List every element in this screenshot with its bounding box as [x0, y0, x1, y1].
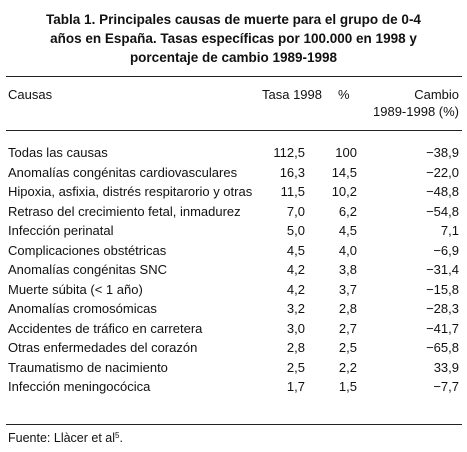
cell-cambio: −31,4: [426, 262, 459, 277]
cell-pct: 4,5: [338, 223, 357, 238]
column-header-pct: %: [338, 87, 350, 102]
cell-causa: Otras enfermedades del corazón: [8, 340, 198, 355]
cell-pct: 2,5: [338, 340, 357, 355]
table-title-line-2: años en España. Tasas específicas por 10…: [50, 31, 417, 46]
cell-tasa: 1,7: [286, 379, 305, 394]
cell-pct: 3,8: [338, 262, 357, 277]
column-header-cambio-line-1: Cambio: [414, 87, 459, 102]
top-rule: [6, 76, 462, 77]
cell-tasa: 16,3: [279, 164, 305, 180]
cell-pct: 4,0: [338, 242, 357, 258]
table-title: Tabla 1. Principales causas de muerte pa…: [0, 10, 467, 67]
cell-pct: 2,7: [338, 320, 357, 336]
cell-cambio: −6,9: [433, 242, 459, 258]
cell-causa: Retraso del crecimiento fetal, inmadurez: [8, 203, 241, 219]
cell-tasa: 2,8: [286, 340, 305, 355]
cell-cambio: −54,8: [426, 203, 459, 219]
cell-cambio: −22,0: [426, 164, 459, 180]
cell-tasa: 2,5: [286, 359, 305, 375]
cell-causa: Traumatismo de nacimiento: [8, 359, 168, 375]
cell-cambio: −48,8: [426, 184, 459, 199]
table-row: Anomalías cromosómicas 3,2 2,8 −28,3: [0, 299, 467, 319]
cell-causa: Infección meningocócica: [8, 379, 151, 394]
cell-causa: Anomalías cromosómicas: [8, 301, 157, 316]
cell-causa: Todas las causas: [8, 145, 108, 160]
cell-cambio: 33,9: [433, 359, 459, 375]
source-note: Fuente: Llàcer et al5.: [8, 430, 123, 446]
source-text: Fuente: Llàcer et al: [8, 431, 116, 445]
cell-cambio: −15,8: [426, 281, 459, 297]
table-row: Muerte súbita (< 1 año) 4,2 3,7 −15,8: [0, 280, 467, 300]
source-reference: 5: [115, 431, 120, 440]
cell-pct: 3,7: [338, 281, 357, 297]
bottom-rule: [6, 424, 462, 425]
table-row: Infección meningocócica 1,7 1,5 −7,7: [0, 377, 467, 397]
cell-pct: 14,5: [331, 164, 357, 180]
table-row: Otras enfermedades del corazón 2,8 2,5 −65,…: [0, 338, 467, 358]
header-rule: [6, 130, 462, 131]
table-row: Infección perinatal 5,0 4,5 7,1: [0, 221, 467, 241]
cell-tasa: 3,2: [286, 301, 305, 316]
table-title-line-1: Tabla 1. Principales causas de muerte pa…: [46, 12, 421, 27]
cell-cambio: −7,7: [433, 379, 459, 394]
cell-tasa: 4,2: [286, 281, 305, 297]
cell-pct: 2,2: [338, 359, 357, 375]
table-row: Todas las causas 112,5 100 −38,9: [0, 143, 467, 163]
cell-tasa: 7,0: [286, 203, 305, 219]
table-row: Hipoxia, asfixia, distrés respitarorio y…: [0, 182, 467, 202]
table-title-line-3: porcentaje de cambio 1989-1998: [129, 50, 338, 65]
cell-causa: Anomalías congénitas SNC: [8, 262, 167, 277]
cell-pct: 2,8: [338, 301, 357, 316]
table-row: Retraso del crecimiento fetal, inmadurez…: [0, 202, 467, 222]
cell-pct: 10,2: [331, 184, 357, 199]
table-row: Anomalías congénitas SNC 4,2 3,8 −31,4: [0, 260, 467, 280]
cell-cambio: −28,3: [426, 301, 459, 316]
table-row: Accidentes de tráfico en carretera 3,0 2,7…: [0, 319, 467, 339]
cell-pct: 6,2: [338, 203, 357, 219]
cell-tasa: 112,5: [273, 145, 305, 160]
cell-causa: Anomalías congénitas cardiovasculares: [8, 164, 238, 180]
source-end: .: [119, 431, 123, 445]
table-row: Traumatismo de nacimiento 2,5 2,2 33,9: [0, 358, 467, 378]
cell-cambio: 7,1: [440, 223, 459, 238]
cell-causa: Muerte súbita (< 1 año): [8, 281, 143, 297]
table-body: Todas las causas 112,5 100 −38,9 Anomalías c…: [0, 143, 467, 397]
cell-causa: Complicaciones obstétricas: [8, 242, 167, 258]
column-header-tasa: Tasa 1998: [262, 87, 322, 102]
cell-tasa: 3,0: [286, 320, 305, 336]
cell-cambio: −41,7: [426, 320, 459, 336]
cell-causa: Infección perinatal: [8, 223, 114, 238]
cell-cambio: −65,8: [426, 340, 459, 355]
cell-causa: Accidentes de tráfico en carretera: [8, 320, 203, 336]
column-header-cambio-line-2: 1989-1998 (%): [373, 104, 459, 119]
column-header-cambio: Cambio 1989-1998 (%): [373, 86, 459, 120]
cell-tasa: 4,5: [286, 242, 305, 258]
cell-tasa: 4,2: [286, 262, 305, 277]
cell-tasa: 5,0: [286, 223, 305, 238]
cell-tasa: 11,5: [280, 184, 305, 199]
cell-causa: Hipoxia, asfixia, distrés respitarorio y…: [8, 184, 253, 199]
cell-cambio: −38,9: [426, 145, 459, 160]
cell-pct: 100: [335, 145, 357, 160]
table-row: Anomalías congénitas cardiovasculares 16,…: [0, 163, 467, 183]
table-row: Complicaciones obstétricas 4,5 4,0 −6,9: [0, 241, 467, 261]
cell-pct: 1,5: [338, 379, 357, 394]
column-header-causas: Causas: [8, 87, 53, 102]
